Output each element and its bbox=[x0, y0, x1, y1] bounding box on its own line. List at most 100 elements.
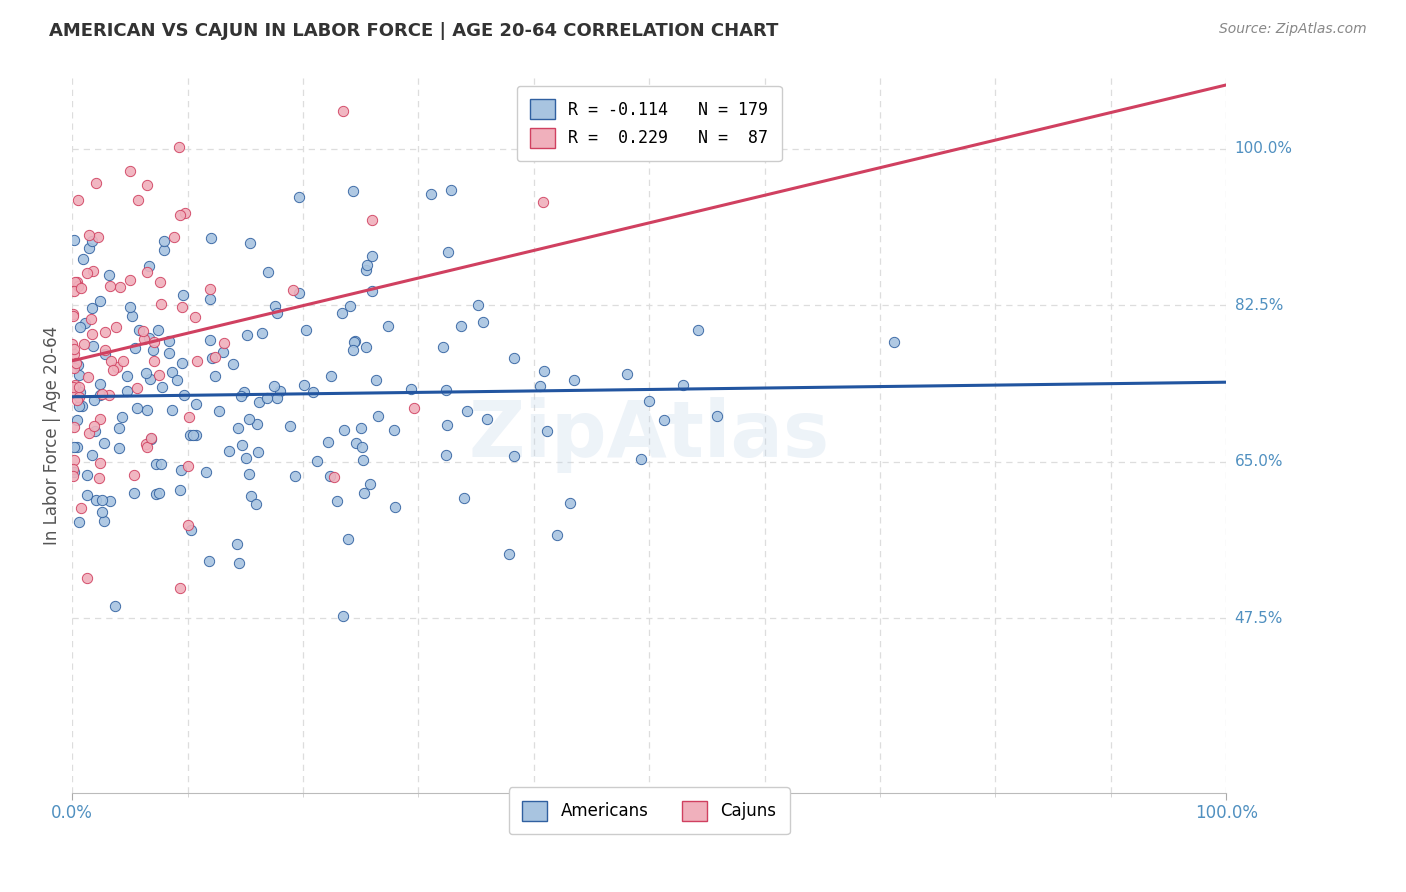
Point bbox=[72, 252, 94, 266]
Point bbox=[330, 306, 353, 320]
Point bbox=[235, 327, 257, 342]
Point bbox=[180, 523, 202, 537]
Point bbox=[79, 241, 101, 255]
Point bbox=[67, 515, 90, 529]
Point bbox=[184, 396, 207, 410]
Point bbox=[63, 284, 86, 298]
Point bbox=[66, 440, 89, 454]
Point bbox=[883, 334, 905, 349]
Point bbox=[200, 333, 222, 347]
Point bbox=[80, 448, 103, 462]
Point bbox=[77, 227, 100, 242]
Point bbox=[135, 402, 157, 417]
Point bbox=[226, 536, 249, 550]
Point bbox=[84, 176, 107, 190]
Point bbox=[89, 388, 111, 402]
Point bbox=[149, 275, 172, 289]
Text: 47.5%: 47.5% bbox=[1234, 611, 1282, 626]
Point bbox=[148, 323, 170, 337]
Point bbox=[232, 385, 254, 400]
Point bbox=[141, 431, 163, 445]
Text: 65.0%: 65.0% bbox=[1234, 454, 1284, 469]
Point bbox=[84, 424, 107, 438]
Point bbox=[302, 384, 325, 399]
Point bbox=[77, 370, 100, 384]
Point bbox=[136, 440, 159, 454]
Point bbox=[121, 309, 143, 323]
Point bbox=[305, 454, 328, 468]
Point bbox=[503, 449, 526, 463]
Point bbox=[67, 194, 90, 208]
Point bbox=[145, 457, 167, 471]
Point bbox=[150, 379, 173, 393]
Point bbox=[84, 492, 107, 507]
Point bbox=[247, 395, 270, 409]
Point bbox=[66, 359, 89, 373]
Point bbox=[529, 378, 551, 392]
Point bbox=[450, 318, 472, 333]
Point bbox=[498, 547, 520, 561]
Point bbox=[350, 421, 373, 435]
Point bbox=[103, 363, 125, 377]
Point bbox=[135, 366, 157, 380]
Point bbox=[63, 360, 86, 375]
Point bbox=[354, 263, 377, 277]
Text: ZipAtlas: ZipAtlas bbox=[468, 397, 830, 473]
Point bbox=[69, 384, 91, 399]
Point bbox=[63, 276, 86, 290]
Point bbox=[86, 229, 108, 244]
Point bbox=[288, 285, 311, 300]
Point bbox=[332, 608, 354, 623]
Point bbox=[169, 483, 191, 497]
Point bbox=[76, 468, 98, 483]
Point bbox=[139, 432, 162, 446]
Point bbox=[246, 417, 269, 431]
Point bbox=[186, 353, 208, 368]
Point bbox=[111, 354, 134, 368]
Point bbox=[319, 469, 342, 483]
Point bbox=[157, 345, 180, 359]
Point bbox=[124, 341, 146, 355]
Point bbox=[169, 581, 191, 595]
Point bbox=[131, 324, 153, 338]
Point bbox=[93, 347, 115, 361]
Point bbox=[138, 330, 160, 344]
Point bbox=[105, 359, 128, 374]
Point bbox=[66, 275, 89, 289]
Point bbox=[177, 458, 200, 473]
Point bbox=[62, 347, 84, 361]
Point bbox=[404, 401, 426, 415]
Point bbox=[354, 340, 377, 354]
Point bbox=[353, 452, 375, 467]
Point bbox=[91, 387, 114, 401]
Point bbox=[630, 452, 652, 467]
Point bbox=[179, 409, 201, 424]
Point bbox=[246, 445, 269, 459]
Point bbox=[83, 392, 105, 407]
Point bbox=[360, 249, 382, 263]
Point bbox=[201, 351, 224, 366]
Point bbox=[356, 258, 378, 272]
Point bbox=[377, 319, 399, 334]
Text: AMERICAN VS CAJUN IN LABOR FORCE | AGE 20-64 CORRELATION CHART: AMERICAN VS CAJUN IN LABOR FORCE | AGE 2… bbox=[49, 22, 779, 40]
Point bbox=[467, 298, 489, 312]
Point bbox=[172, 288, 194, 302]
Point bbox=[67, 380, 90, 394]
Point bbox=[170, 462, 193, 476]
Point bbox=[62, 307, 84, 321]
Point bbox=[136, 178, 159, 192]
Point bbox=[238, 412, 260, 426]
Point bbox=[91, 493, 114, 508]
Point bbox=[326, 493, 349, 508]
Point bbox=[115, 369, 138, 384]
Point bbox=[111, 409, 134, 424]
Point bbox=[166, 373, 188, 387]
Point bbox=[73, 337, 96, 351]
Point bbox=[204, 368, 226, 383]
Point bbox=[472, 315, 495, 329]
Legend: Americans, Cajuns: Americans, Cajuns bbox=[509, 788, 790, 834]
Point bbox=[292, 377, 315, 392]
Point bbox=[434, 383, 457, 397]
Point bbox=[420, 187, 443, 202]
Point bbox=[143, 353, 166, 368]
